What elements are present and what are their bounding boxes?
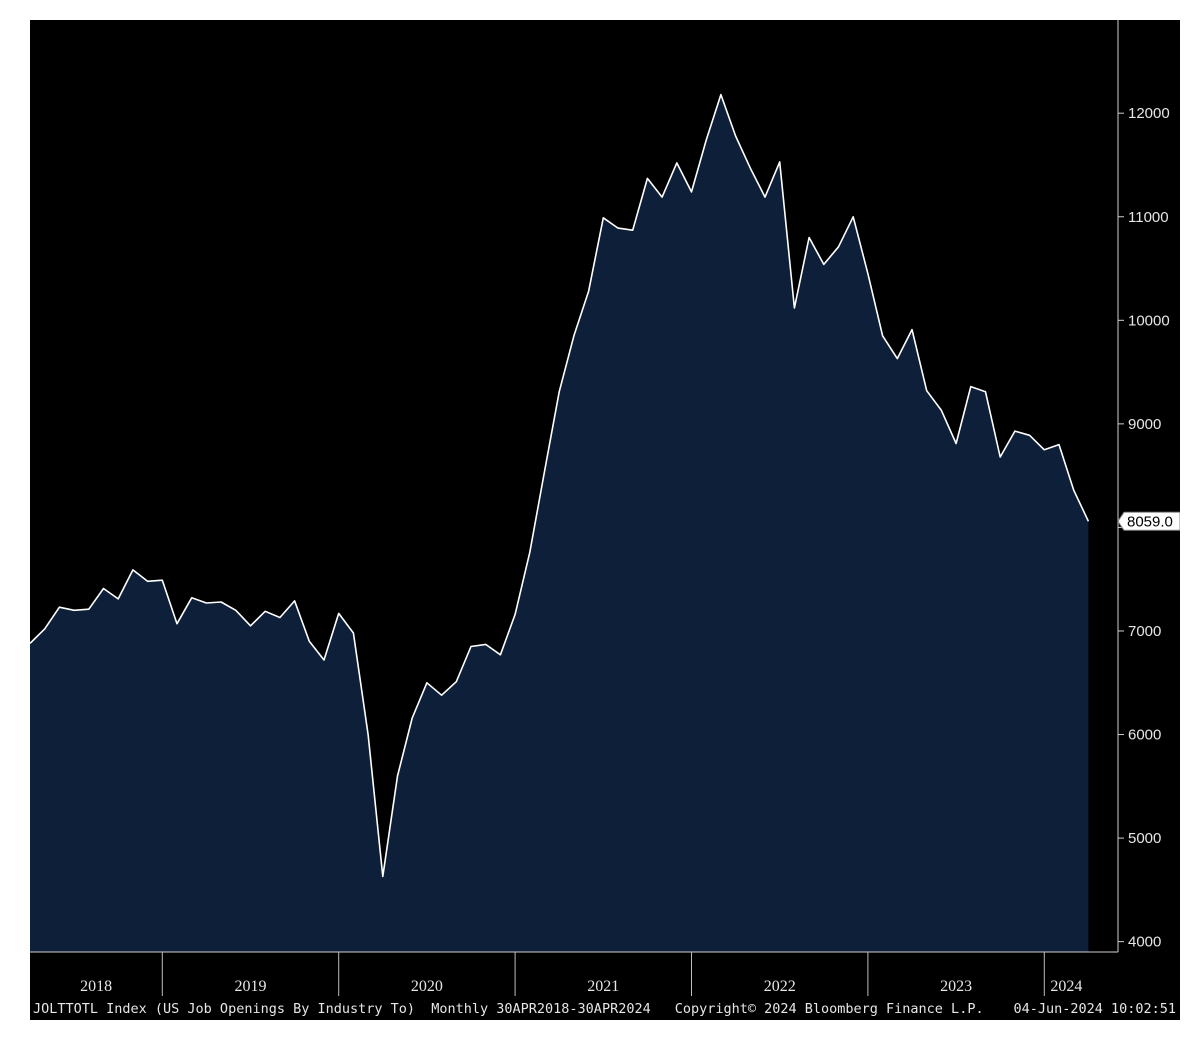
y-tick-label: 6000 [1128,727,1161,744]
x-period-label: 2021 [587,978,619,995]
copyright-text: Copyright© 2024 Bloomberg Finance L.P. [674,1000,984,1017]
y-tick-label: 5000 [1128,830,1161,847]
x-period-label: 2024 [1050,978,1082,995]
y-tick-label: 9000 [1128,416,1161,433]
x-period-label: 2022 [764,978,796,995]
x-period-label: 2018 [80,978,112,995]
last-value-label: 8059.0 [1127,513,1173,530]
chart-frame: 4000 5000 6000 7000 9000 10000 11000 12000 2018 2… [30,20,1180,1020]
series-line [30,93,1090,878]
x-period-label: 2023 [940,978,972,995]
y-tick-label: 11000 [1128,209,1169,226]
x-period-label: 2019 [235,978,267,995]
y-tick-label: 7000 [1128,623,1161,640]
index-info: JOLTTOTL Index (US Job Openings By Indus… [33,1000,651,1017]
timestamp: 04-Jun-2024 10:02:51 [1013,1000,1176,1017]
chart-footer: JOLTTOTL Index (US Job Openings By Indus… [30,997,1180,1020]
x-period-label: 2020 [411,978,443,995]
y-tick-label: 4000 [1128,934,1161,951]
y-tick-label: 10000 [1128,312,1170,329]
line-chart: 4000 5000 6000 7000 9000 10000 11000 12000 2018 2… [30,20,1180,996]
series-area [30,94,1089,953]
y-tick-label: 12000 [1128,105,1170,122]
last-value-marker [1117,511,1180,531]
